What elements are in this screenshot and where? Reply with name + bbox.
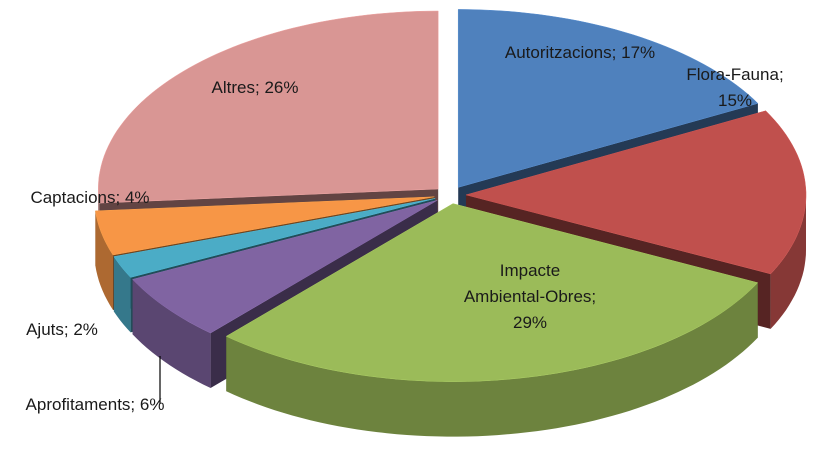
slice — [465, 110, 807, 275]
category-label: Ajuts — [26, 320, 64, 339]
data-label: Altres; 26% — [155, 75, 355, 101]
value-label: 6% — [139, 395, 165, 414]
data-label: Ajuts; 2% — [12, 317, 112, 343]
data-label: Aprofitaments; 6% — [10, 392, 180, 418]
value-label: 4% — [124, 188, 150, 207]
label-separator: ; — [130, 395, 136, 414]
slice — [113, 198, 436, 278]
label-separator: ; — [63, 320, 69, 339]
category-label: Flora-Fauna — [686, 65, 779, 84]
slice-wall — [226, 282, 758, 437]
data-label: Captacions; 4% — [0, 185, 180, 211]
slice — [98, 10, 439, 204]
category-label: Impacte Ambiental-Obres — [463, 261, 592, 306]
slice-wall — [95, 210, 113, 310]
slice — [132, 200, 438, 334]
value-label: 29% — [512, 313, 548, 332]
slice — [457, 9, 759, 188]
category-label: Aprofitaments — [25, 395, 131, 414]
category-label: Autoritzacions — [504, 43, 612, 62]
label-separator: ; — [611, 43, 617, 62]
data-label: Flora-Fauna; 15% — [670, 62, 800, 114]
data-label: Autoritzacions; 17% — [495, 40, 665, 66]
label-separator: ; — [778, 65, 784, 84]
label-separator: ; — [591, 287, 597, 306]
slices — [95, 9, 807, 437]
category-label: Altres — [211, 78, 255, 97]
slice-wall — [132, 279, 211, 388]
slice — [225, 203, 759, 382]
value-label: 2% — [73, 320, 98, 339]
label-separator: ; — [115, 188, 121, 207]
value-label: 17% — [621, 43, 656, 62]
value-label: 15% — [717, 91, 753, 110]
slice-wall — [770, 194, 806, 329]
slice-wall — [113, 256, 131, 333]
slice — [95, 196, 435, 256]
label-separator: ; — [254, 78, 260, 97]
value-label: 26% — [264, 78, 299, 97]
data-label: Impacte Ambiental-Obres; 29% — [460, 258, 600, 336]
category-label: Captacions — [30, 188, 116, 207]
